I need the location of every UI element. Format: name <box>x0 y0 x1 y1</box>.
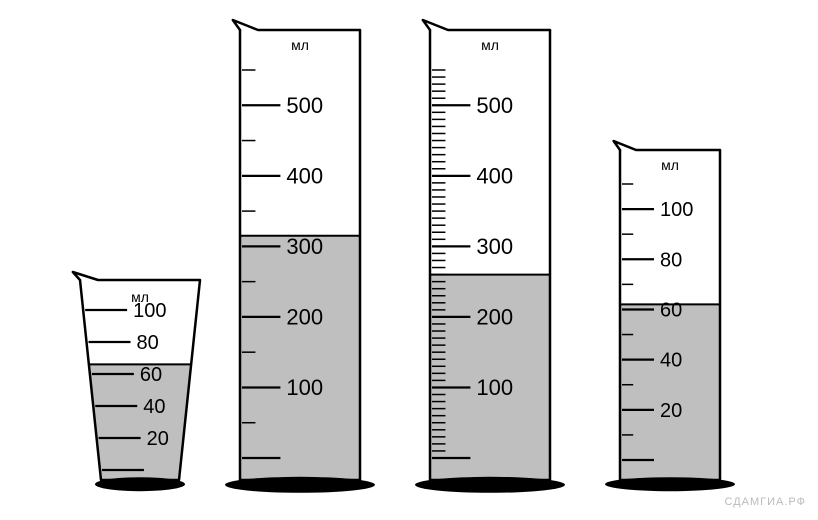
tick-label: 200 <box>476 305 513 330</box>
tick-label: 60 <box>140 364 162 386</box>
beaker-1-unit-label: мл <box>131 289 149 305</box>
diagram-stage: 20 40 60 80 100 мл 100 200 300 400 500 мл 100 200 300 4… <box>0 0 818 520</box>
tick-label: 20 <box>660 400 682 422</box>
tick-label: 300 <box>476 234 513 259</box>
cylinder-3-rim <box>423 20 550 30</box>
cylinder-3-unit-label: мл <box>481 37 499 53</box>
tick-label: 200 <box>286 305 323 330</box>
tick-label: 100 <box>476 375 513 400</box>
cylinder-4-liquid <box>620 304 720 480</box>
beaker-1-rim <box>73 272 200 280</box>
tick-label: 40 <box>660 350 682 372</box>
tick-label: 500 <box>286 93 323 118</box>
cylinder-4-unit-label: мл <box>661 157 679 173</box>
cylinder-2-base <box>225 477 375 493</box>
cylinder-4-base <box>605 477 735 491</box>
tick-label: 400 <box>476 164 513 189</box>
cylinder-4: 20 40 60 80 100 мл <box>605 141 735 491</box>
tick-label: 80 <box>137 332 159 354</box>
tick-label: 100 <box>286 375 323 400</box>
watermark-text: СДАМГИА.РФ <box>725 496 806 508</box>
cylinder-2-unit-label: мл <box>291 37 309 53</box>
cylinder-2-liquid <box>240 236 360 480</box>
beaker-1: 20406080100мл <box>73 272 200 491</box>
cylinder-4-rim <box>614 141 720 150</box>
cylinder-3: 100 200 300 400 500 мл <box>415 20 565 493</box>
cylinder-2-rim <box>233 20 360 30</box>
tick-label: 300 <box>286 234 323 259</box>
tick-label: 400 <box>286 164 323 189</box>
tick-label: 20 <box>147 428 169 450</box>
vessels-svg: 20 40 60 80 100 мл 100 200 300 400 500 мл 100 200 300 4… <box>0 0 818 520</box>
beaker-1-base <box>95 477 185 491</box>
cylinder-2: 100 200 300 400 500 мл <box>225 20 375 493</box>
tick-label: 500 <box>476 93 513 118</box>
tick-label: 100 <box>660 199 693 221</box>
tick-label: 40 <box>143 396 165 418</box>
cylinder-3-base <box>415 477 565 493</box>
tick-label: 80 <box>660 249 682 271</box>
tick-label: 60 <box>660 299 682 321</box>
